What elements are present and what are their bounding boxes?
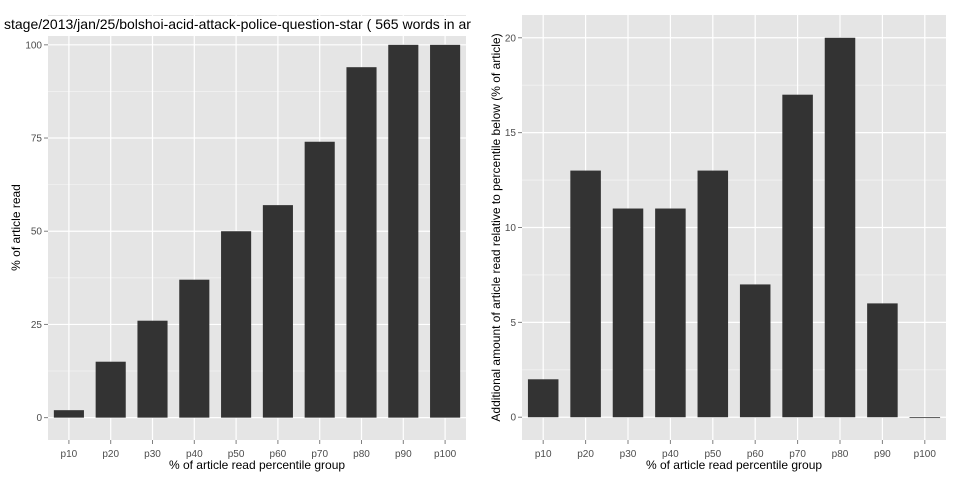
x-tick-label: p70 bbox=[311, 449, 328, 460]
x-tick-label: p10 bbox=[535, 449, 552, 460]
x-tick-label: p90 bbox=[874, 449, 891, 460]
x-tick-label: p20 bbox=[102, 449, 119, 460]
bar-p40 bbox=[179, 279, 210, 418]
y-axis-title: % of article read bbox=[9, 184, 23, 271]
bar-p30 bbox=[612, 208, 644, 418]
y-tick-label: 25 bbox=[31, 320, 43, 331]
bar-p10 bbox=[53, 410, 84, 418]
bar-p60 bbox=[262, 205, 293, 418]
chart-additional-read: 0 5 10 15 20 p10 p20 p30 p40 p50 p60 p70 p80 p90 p100%… bbox=[489, 15, 946, 472]
x-tick-label: p90 bbox=[395, 449, 412, 460]
x-tick-label: p80 bbox=[832, 449, 849, 460]
bar-p90 bbox=[867, 303, 898, 418]
x-tick-label: p20 bbox=[577, 449, 594, 460]
bar-p10 bbox=[527, 379, 559, 418]
y-tick-label: 75 bbox=[31, 134, 43, 145]
x-tick-label: p80 bbox=[353, 449, 370, 460]
bar-p100 bbox=[909, 417, 941, 419]
y-tick-label: 5 bbox=[510, 318, 516, 329]
bar-p60 bbox=[739, 284, 771, 418]
x-tick-label: p30 bbox=[144, 449, 161, 460]
bar-p50 bbox=[697, 170, 729, 418]
y-tick-label: 15 bbox=[505, 128, 517, 139]
x-tick-label: p50 bbox=[704, 449, 721, 460]
y-tick-label: 10 bbox=[505, 223, 517, 234]
chart-percent-read: 0 25 50 75 100 p10 p20 p30 p40 p50 p60 p70 p80 p90 p10… bbox=[0, 15, 478, 472]
x-axis-title: % of article read percentile group bbox=[646, 458, 822, 472]
bar-p100 bbox=[430, 44, 461, 418]
bar-p50 bbox=[221, 231, 252, 418]
y-tick-label: 50 bbox=[31, 227, 43, 238]
chart-title: stage/2013/jan/25/bolshoi-acid-attack-po… bbox=[4, 16, 471, 32]
bar-p80 bbox=[824, 37, 856, 418]
bar-p70 bbox=[304, 141, 335, 418]
y-tick-label: 100 bbox=[25, 40, 42, 51]
x-tick-label: p10 bbox=[61, 449, 78, 460]
y-axis-title: Additional amount of article read relati… bbox=[489, 33, 503, 421]
x-tick-label: p40 bbox=[186, 449, 203, 460]
bar-p20 bbox=[570, 170, 601, 418]
x-tick-label: p30 bbox=[620, 449, 637, 460]
x-tick-label: p100 bbox=[434, 449, 457, 460]
title-backdrop bbox=[0, 16, 478, 36]
x-tick-label: p60 bbox=[270, 449, 287, 460]
bar-p20 bbox=[95, 361, 126, 418]
bar-p90 bbox=[388, 44, 419, 418]
x-tick-label: p70 bbox=[789, 449, 806, 460]
x-tick-label: p50 bbox=[228, 449, 245, 460]
x-tick-label: p40 bbox=[662, 449, 679, 460]
bar-p30 bbox=[137, 320, 168, 418]
x-axis-title: % of article read percentile group bbox=[169, 458, 345, 472]
x-tick-label: p60 bbox=[747, 449, 764, 460]
bar-p70 bbox=[782, 94, 813, 418]
y-tick-label: 20 bbox=[505, 33, 517, 44]
y-tick-label: 0 bbox=[510, 413, 516, 424]
bar-p40 bbox=[655, 208, 686, 418]
x-tick-label: p100 bbox=[914, 449, 937, 460]
y-tick-label: 0 bbox=[36, 413, 42, 424]
bar-p80 bbox=[346, 67, 377, 418]
